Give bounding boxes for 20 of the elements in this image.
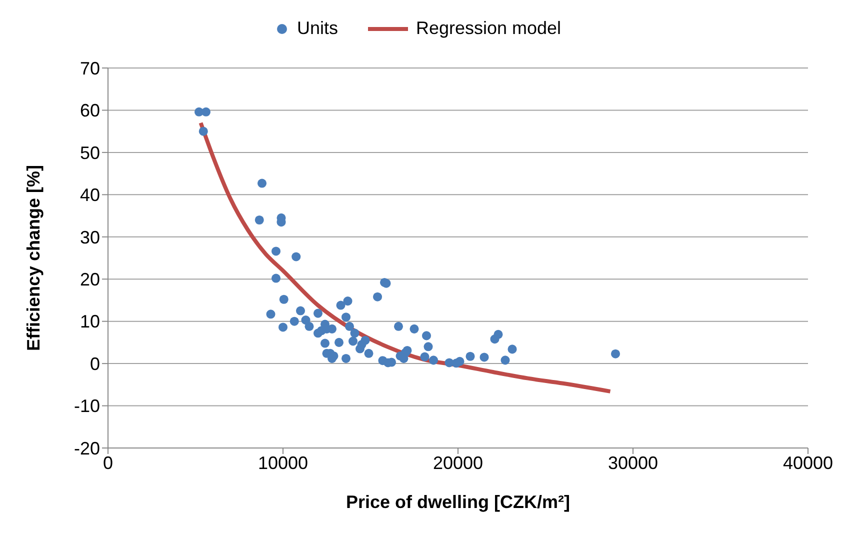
y-tick-label: 50	[80, 142, 100, 163]
line-series	[198, 120, 612, 394]
y-tick-label: -10	[74, 396, 100, 416]
legend-label: Regression model	[416, 18, 562, 39]
x-tick-label: 0	[102, 452, 114, 473]
y-tick-label: 30	[80, 227, 100, 248]
y-axis-title: Efficiency change [%]	[23, 164, 44, 352]
x-axis-title: Price of dwelling [CZK/m²]	[346, 492, 570, 512]
y-tick-label: 60	[80, 100, 100, 121]
legend-label: Units	[296, 18, 338, 39]
y-tick-label: -20	[74, 438, 100, 458]
y-tick-label: 10	[80, 312, 100, 332]
x-tick-label: 40000	[782, 452, 834, 473]
y-tick-label: 0	[90, 354, 100, 374]
y-tick-label: 40	[80, 185, 100, 206]
y-tick-label: 70	[80, 58, 100, 78]
x-tick-label: 10000	[258, 452, 308, 473]
x-tick-label: 20000	[432, 452, 484, 473]
y-tick-label: 20	[80, 270, 100, 290]
x-tick-label: 30000	[608, 452, 658, 473]
